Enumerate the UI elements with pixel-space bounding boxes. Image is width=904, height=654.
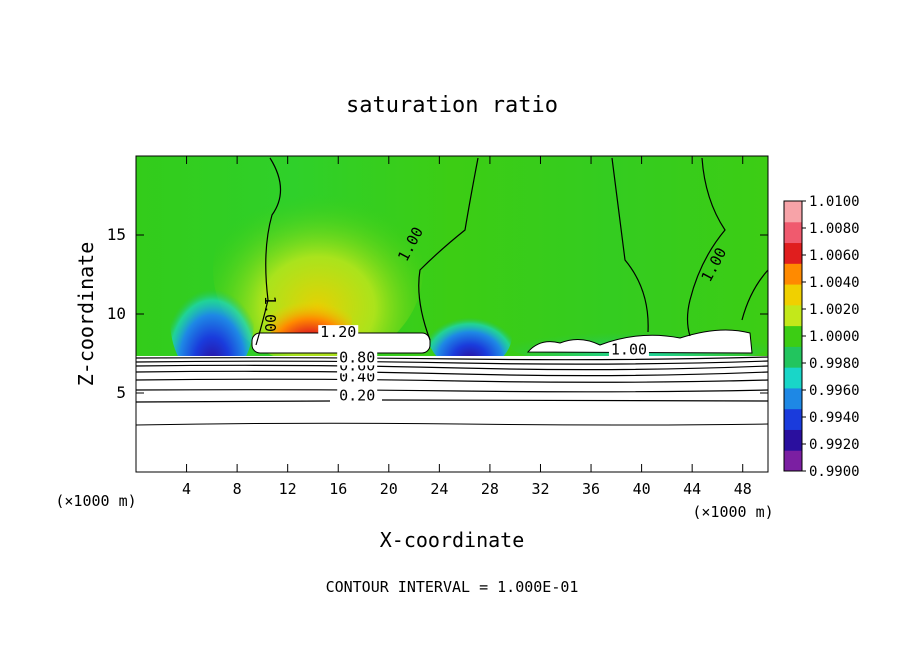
x-tick-label: 16 xyxy=(329,480,347,498)
x-tick-label: 28 xyxy=(481,480,499,498)
colorbar-segment xyxy=(784,346,802,368)
contour-label-bg xyxy=(318,325,359,341)
colorbar-segment xyxy=(784,450,802,472)
heatmap-field xyxy=(136,156,768,472)
colorbar-segment xyxy=(784,387,802,410)
colorbar-segment xyxy=(784,221,802,244)
y-axis-label: Z-coordinate xyxy=(74,242,98,387)
colorbar-labels: 0.9900 0.9920 0.9940 0.9960 0.9980 1.0000 1.00… xyxy=(802,194,860,480)
contour-line xyxy=(418,157,479,341)
y-tick-label: 10 xyxy=(107,304,126,323)
colorbar-segment xyxy=(784,284,802,306)
x-tick-label: 44 xyxy=(683,480,701,498)
contour-label: 0.20 xyxy=(339,386,375,404)
contour-label-bg xyxy=(337,388,378,404)
warm-region xyxy=(213,175,423,365)
x-tick-label: 48 xyxy=(734,480,752,498)
x-tick-label: 20 xyxy=(380,480,398,498)
colorbar-tick-label: 1.0100 xyxy=(809,194,860,210)
contour-label: 0.80 xyxy=(339,348,375,366)
x-axis-ticks: 4 8 12 16 20 24 28 32 36 40 44 48 xyxy=(182,156,752,498)
x-tick-label: 4 xyxy=(182,480,191,498)
x-tick-label: 12 xyxy=(279,480,297,498)
cold-region-left xyxy=(170,258,254,382)
contour-line xyxy=(136,422,768,426)
contour-line xyxy=(741,269,768,321)
x-tick-label: 36 xyxy=(582,480,600,498)
y-tick-label: 15 xyxy=(107,225,126,244)
cold-region-mid xyxy=(428,300,512,370)
colorbar-tick-label: 0.9900 xyxy=(809,464,860,480)
contour-label: 1.20 xyxy=(320,323,356,341)
contour-label-bg xyxy=(608,342,649,358)
contour-line xyxy=(136,360,768,365)
colorbar-tick-label: 1.0040 xyxy=(809,275,860,291)
contour-line xyxy=(136,356,768,361)
x-tick-label: 40 xyxy=(633,480,651,498)
colorbar-segment xyxy=(784,263,802,285)
contour-line xyxy=(255,157,282,346)
contour-line xyxy=(611,157,649,333)
x-axis-label: X-coordinate xyxy=(380,528,525,552)
contour-labels: 0.200.400.600.801.001.001.001.001.20 xyxy=(261,224,730,404)
colorbar-segment xyxy=(784,325,802,347)
colorbar-tick-label: 0.9960 xyxy=(809,383,860,399)
contour-line xyxy=(136,378,768,383)
colorbar-tick-label: 1.0080 xyxy=(809,221,860,237)
contour-line xyxy=(136,364,768,371)
x-unit-left: (×1000 m) xyxy=(55,492,136,510)
cloud-patch-right xyxy=(526,329,753,354)
contour-label: 1.00 xyxy=(611,341,647,359)
y-tick-label: 5 xyxy=(116,383,126,402)
colorbar-segment xyxy=(784,242,802,264)
contour-line xyxy=(686,157,726,337)
contour-label: 1.00 xyxy=(261,296,279,332)
contour-line xyxy=(136,389,768,393)
colorbar-tick-label: 1.0060 xyxy=(809,248,860,264)
contour-label-bg xyxy=(337,350,378,366)
colorbar-tick-label: 0.9920 xyxy=(809,437,860,453)
colorbar-tick-label: 1.0000 xyxy=(809,329,860,345)
x-tick-label: 32 xyxy=(531,480,549,498)
x-tick-label: 8 xyxy=(233,480,242,498)
colorbar xyxy=(783,200,803,472)
contour-line xyxy=(136,370,768,377)
x-unit-right: (×1000 m) xyxy=(692,503,773,521)
y-axis-ticks: 5 10 15 xyxy=(107,225,768,402)
colorbar-segment xyxy=(784,304,802,327)
colorbar-segment xyxy=(784,367,802,389)
colorbar-tick-label: 1.0020 xyxy=(809,302,860,318)
colorbar-segment xyxy=(784,429,802,451)
colorbar-segment xyxy=(784,201,802,223)
colorbar-tick-label: 0.9980 xyxy=(809,356,860,372)
colorbar-tick-label: 0.9940 xyxy=(809,410,860,426)
colorbar-segment xyxy=(784,408,802,430)
x-tick-label: 24 xyxy=(430,480,448,498)
chart-title: saturation ratio xyxy=(346,93,558,118)
contour-interval-note: CONTOUR INTERVAL = 1.000E-01 xyxy=(326,578,579,596)
contour-line xyxy=(136,399,768,403)
